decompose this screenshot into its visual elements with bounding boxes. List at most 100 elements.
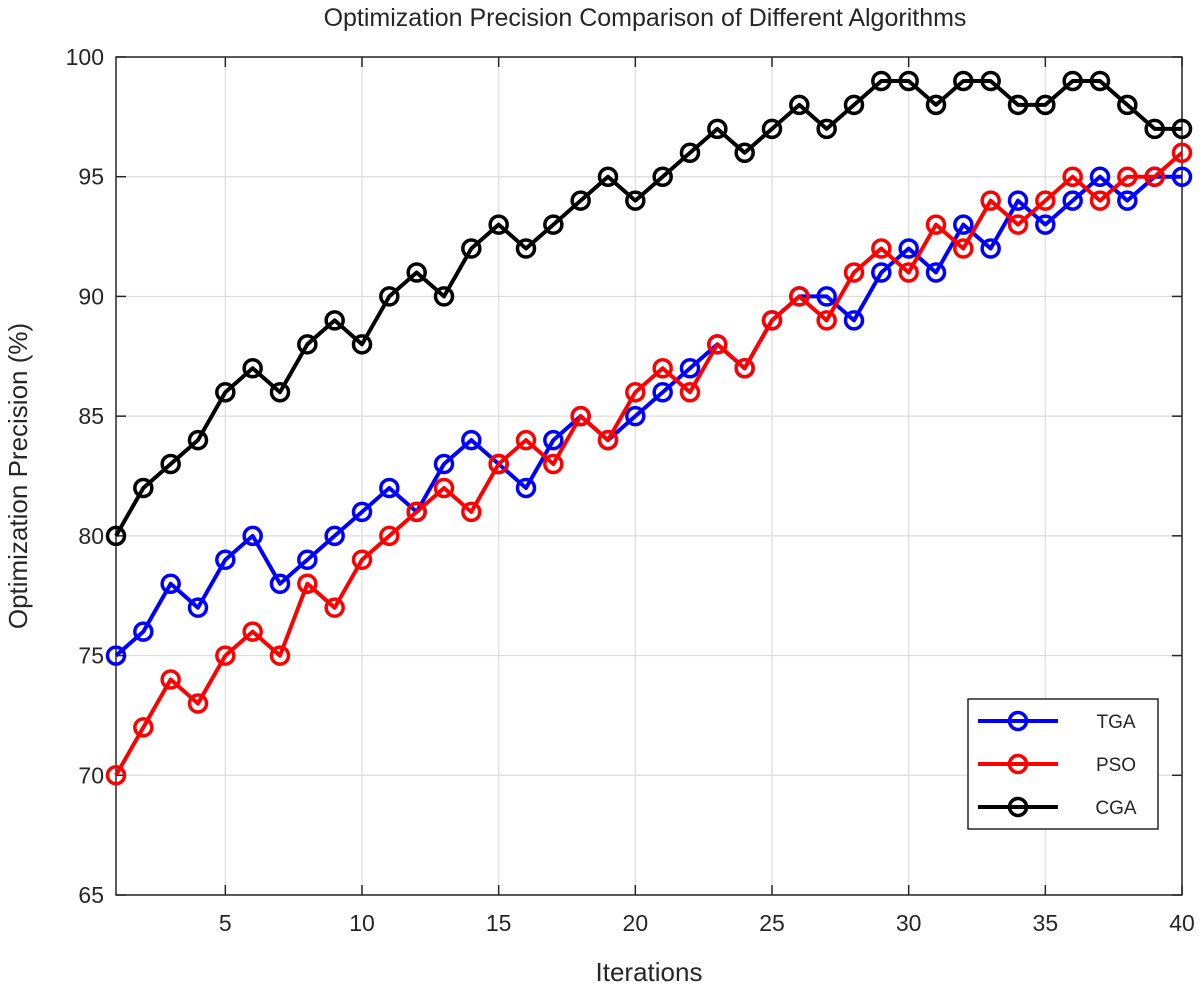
data-point-pso [761,310,783,331]
data-point-tga [898,238,919,259]
data-point-tga [133,621,154,642]
data-point-cga [379,286,400,307]
series-cga [105,70,1193,547]
data-point-cga [1171,118,1193,140]
y-tick-label: 80 [78,523,104,549]
data-point-tga [980,238,1001,259]
data-point-tga [461,429,482,451]
data-point-tga [871,262,892,283]
y-tick-label: 100 [66,44,104,70]
x-tick-label: 5 [219,910,232,936]
data-point-cga [1089,70,1111,92]
data-point-pso [351,549,373,571]
data-point-tga [515,477,537,499]
data-point-cga [1144,118,1165,140]
data-point-pso [816,310,837,331]
legend-item-pso: PSO [978,753,1136,776]
data-point-cga [843,94,865,116]
data-point-tga [215,549,236,571]
data-point-tga [160,573,181,594]
data-point-cga [761,118,783,140]
data-point-cga [1062,70,1083,92]
series-layer [105,70,1193,786]
data-point-cga [433,286,455,307]
data-point-pso [406,501,427,523]
data-point-pso [1144,166,1165,187]
y-tick-label: 65 [78,882,104,908]
legend-label: TGA [1096,712,1135,733]
data-point-tga [269,573,291,594]
y-tick-label: 95 [78,164,104,190]
data-point-cga [1117,94,1138,116]
chart-title: Optimization Precision Comparison of Dif… [324,4,967,32]
data-point-cga [898,70,919,92]
data-point-pso [433,477,455,499]
data-point-pso [543,453,564,475]
data-point-pso [707,334,728,355]
data-point-pso [597,429,619,451]
data-point-pso [871,238,892,259]
axis-ticks: 5 10 15 20 25 30 35 40 65 70 75 80 85 90 95 100 [66,44,1195,936]
y-tick-label: 90 [78,283,104,309]
data-point-pso [160,669,181,690]
data-point-tga [652,381,673,403]
data-point-pso [379,525,400,547]
series-line-pso [114,151,1184,777]
series-pso [105,142,1193,786]
data-point-pso [1062,166,1083,187]
data-point-tga [1089,166,1111,187]
data-point-pso [625,381,646,403]
plot-area [115,56,1183,896]
data-point-cga [652,166,673,187]
data-point-pso [734,358,755,379]
data-point-tga [433,453,455,475]
data-point-cga [980,70,1001,92]
data-point-pso [515,429,537,451]
data-point-pso [242,621,263,642]
data-point-cga [215,381,236,403]
data-point-cga [406,262,427,283]
data-point-pso [461,501,482,523]
data-point-pso [1007,214,1029,235]
data-point-cga [734,142,755,164]
x-tick-label: 40 [1169,910,1195,936]
data-point-pso [269,645,291,666]
data-point-cga [1035,94,1056,116]
x-tick-label: 20 [623,910,649,936]
data-point-pso [488,453,509,475]
data-point-pso [953,238,974,259]
data-point-pso [843,262,865,283]
data-point-cga [324,310,345,331]
x-axis-label: Iterations [596,957,703,987]
data-point-tga [242,525,263,547]
y-tick-label: 85 [78,403,104,429]
data-point-cga [461,238,482,259]
data-point-pso [187,693,209,714]
data-point-tga [816,286,837,307]
data-point-tga [297,549,318,571]
data-point-pso [679,381,701,403]
series-line-cga [114,78,1182,537]
data-point-cga [269,381,291,403]
data-point-cga [953,70,974,92]
data-point-cga [625,190,646,211]
data-point-cga [543,214,564,235]
data-point-cga [515,238,537,259]
data-point-pso [1035,190,1056,211]
data-point-tga [1007,190,1029,211]
data-point-cga [187,429,209,451]
x-tick-label: 15 [486,910,512,936]
series-line-tga [114,174,1182,658]
data-point-pso [1117,166,1138,187]
data-point-tga [925,262,947,283]
data-point-pso [898,262,919,283]
data-point-cga [105,525,127,547]
data-point-tga [1062,190,1083,211]
data-point-cga [133,477,154,499]
data-point-cga [1007,94,1029,116]
data-point-pso [1171,142,1193,164]
data-point-tga [351,501,373,523]
data-point-tga [543,429,564,451]
legend-item-tga: TGA [978,710,1136,733]
